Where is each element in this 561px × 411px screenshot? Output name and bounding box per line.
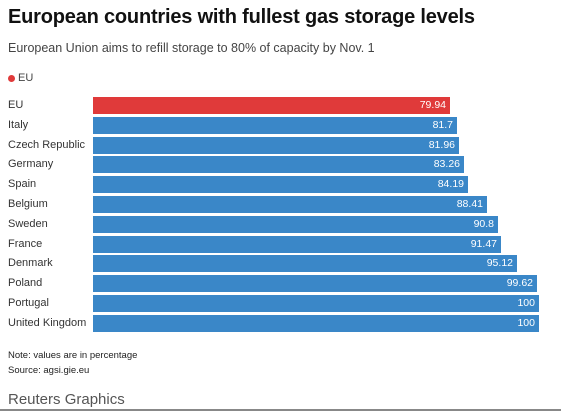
bar-sweden bbox=[93, 216, 498, 233]
category-label-sweden: Sweden bbox=[8, 218, 48, 230]
bar-poland bbox=[93, 275, 537, 292]
legend: EU bbox=[8, 72, 33, 84]
category-label-italy: Italy bbox=[8, 119, 29, 131]
bar-portugal bbox=[93, 295, 539, 312]
category-label-france: France bbox=[8, 238, 43, 250]
bottom-rule bbox=[0, 409, 561, 411]
chart-subtitle: European Union aims to refill storage to… bbox=[8, 41, 375, 55]
reuters-graphics-credit: Reuters Graphics bbox=[8, 391, 125, 408]
bar-value-germany: 83.26 bbox=[433, 158, 460, 170]
footnote-source: Source: agsi.gie.eu bbox=[8, 365, 90, 376]
bar-value-belgium: 88.41 bbox=[456, 198, 483, 210]
chart-title: European countries with fullest gas stor… bbox=[8, 6, 475, 28]
category-label-denmark: Denmark bbox=[8, 257, 53, 269]
category-label-belgium: Belgium bbox=[8, 198, 48, 210]
footnote-note: Note: values are in percentage bbox=[8, 350, 138, 361]
bar-belgium bbox=[93, 196, 487, 213]
bar-eu bbox=[93, 97, 450, 114]
bar-value-spain: 84.19 bbox=[437, 178, 464, 190]
bar-value-france: 91.47 bbox=[470, 238, 497, 250]
bar-value-italy: 81.7 bbox=[432, 119, 453, 131]
bar-united-kingdom bbox=[93, 315, 539, 332]
bar-czech-republic bbox=[93, 137, 459, 154]
bar-spain bbox=[93, 176, 468, 193]
legend-label-eu: EU bbox=[18, 72, 34, 84]
bar-value-denmark: 95.12 bbox=[486, 257, 513, 269]
bar-denmark bbox=[93, 255, 517, 272]
bar-value-poland: 99.62 bbox=[506, 277, 533, 289]
legend-dot-eu bbox=[8, 74, 15, 82]
bar-value-united-kingdom: 100 bbox=[517, 317, 535, 329]
bar-germany bbox=[93, 156, 464, 173]
bar-value-eu: 79.94 bbox=[419, 99, 446, 111]
bar-italy bbox=[93, 117, 457, 134]
bar-france bbox=[93, 236, 501, 253]
category-label-spain: Spain bbox=[8, 178, 37, 190]
category-label-portugal: Portugal bbox=[8, 297, 49, 309]
bar-value-czech-republic: 81.96 bbox=[428, 139, 455, 151]
category-label-germany: Germany bbox=[8, 158, 54, 170]
category-label-poland: Poland bbox=[8, 277, 43, 289]
category-label-united-kingdom: United Kingdom bbox=[8, 317, 87, 329]
category-label-eu: EU bbox=[8, 99, 24, 111]
bar-value-sweden: 90.8 bbox=[473, 218, 494, 230]
category-label-czech-republic: Czech Republic bbox=[8, 139, 86, 151]
bar-value-portugal: 100 bbox=[517, 297, 535, 309]
